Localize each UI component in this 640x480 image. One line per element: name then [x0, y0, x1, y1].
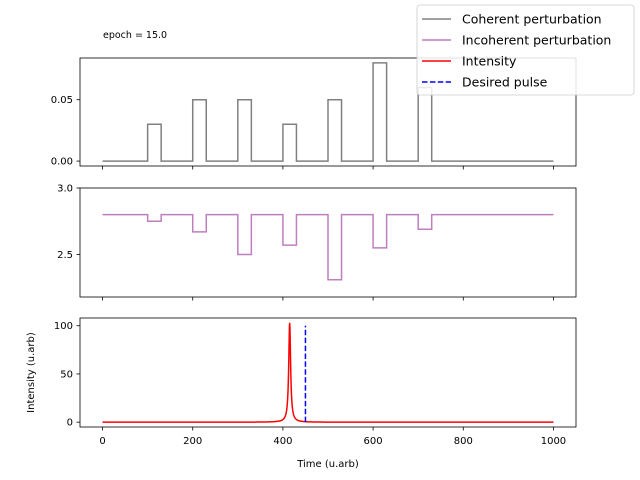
epoch-annotation: epoch = 15.0 — [103, 30, 167, 41]
legend-box — [416, 4, 635, 96]
legend-item: Desired pulse — [422, 75, 548, 90]
panel-1: 0.00 0.05 — [51, 57, 577, 170]
x-tick-label: 1000 — [541, 436, 566, 447]
y-tick-label: 0.05 — [51, 95, 73, 106]
legend-item: Coherent perturbation — [422, 12, 602, 27]
axes-frame — [79, 187, 577, 298]
series-line-intensity — [102, 322, 554, 423]
panel-2: 2.5 3.0 — [57, 184, 577, 301]
x-tick-label: 800 — [454, 436, 473, 447]
x-tick-label: 0 — [99, 436, 105, 447]
y-tick-label: 2.5 — [57, 250, 73, 261]
axes-frame — [79, 57, 577, 167]
x-tick-label: 200 — [183, 436, 202, 447]
panel-3: 0 200 400 600 800 1000 0 50 100 Time (u.arb) Inten… — [26, 317, 577, 470]
plot-area — [102, 62, 554, 162]
legend: Coherent perturbation Incoherent perturba… — [416, 4, 635, 96]
y-tick-label: 0.00 — [51, 157, 73, 168]
y-tick-label: 3.0 — [57, 184, 73, 195]
y-tick-label: 100 — [54, 321, 73, 332]
plot-area — [102, 322, 554, 423]
y-axis-label: Intensity (u.arb) — [26, 332, 37, 413]
series-line-coherent-perturbation — [102, 62, 554, 162]
x-tick-label: 600 — [364, 436, 383, 447]
legend-label: Intensity — [462, 54, 517, 69]
x-axis-label: Time (u.arb) — [296, 459, 359, 470]
legend-label: Desired pulse — [462, 75, 548, 90]
x-tick-label: 400 — [273, 436, 292, 447]
legend-label: Incoherent perturbation — [462, 33, 611, 48]
axes-frame — [79, 317, 577, 428]
legend-label: Coherent perturbation — [462, 12, 602, 27]
plot-area — [102, 213, 554, 281]
y-tick-label: 50 — [60, 369, 73, 380]
y-tick-label: 0 — [67, 418, 73, 429]
series-line-incoherent-perturbation — [102, 213, 554, 281]
legend-item: Incoherent perturbation — [422, 33, 611, 48]
legend-item: Intensity — [422, 54, 517, 69]
